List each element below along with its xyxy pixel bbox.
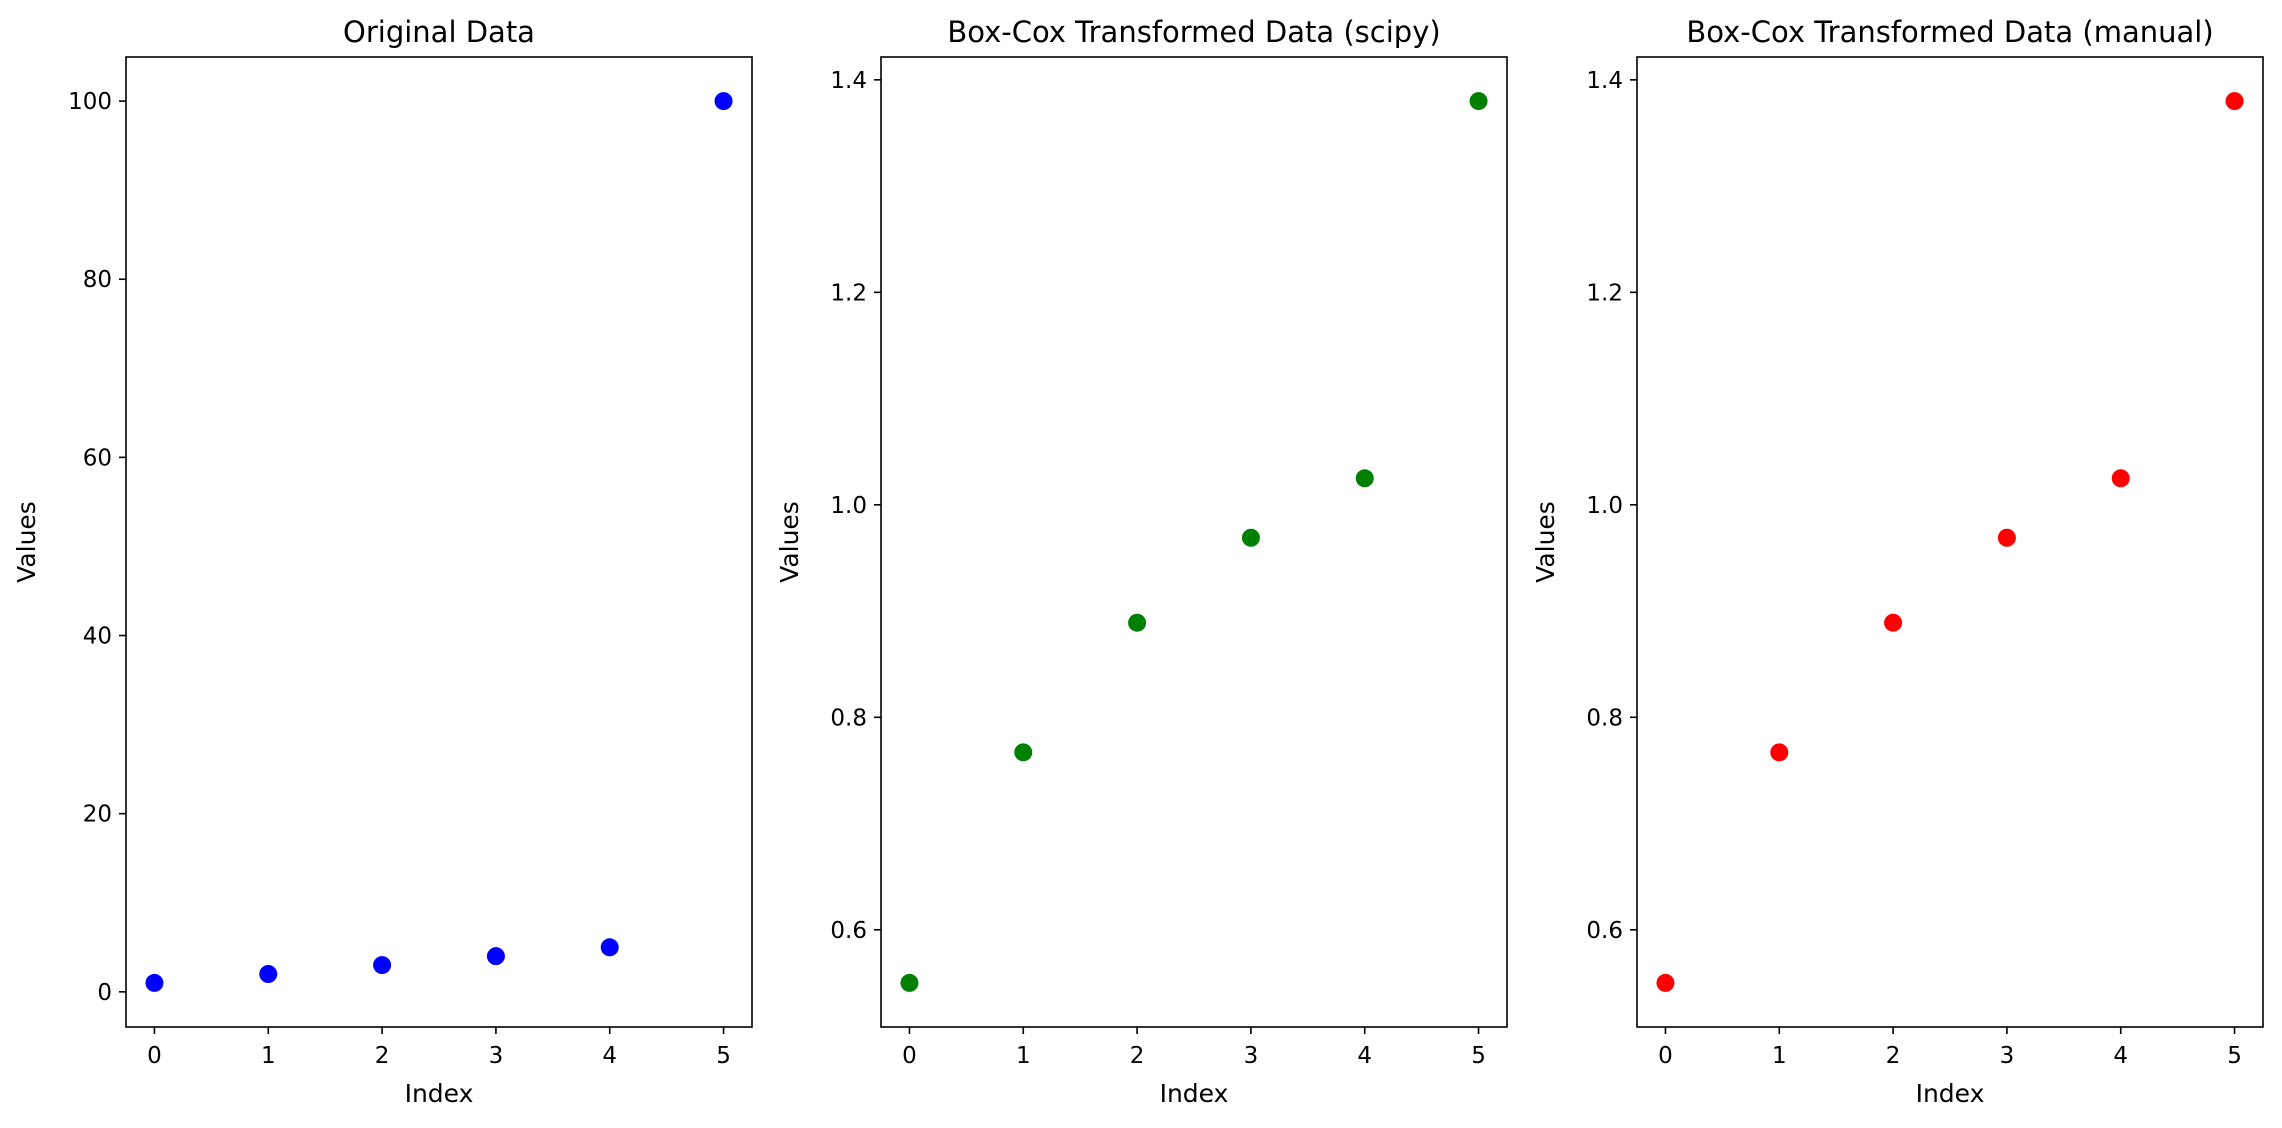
data-point: [1241, 528, 1260, 547]
x-tick-label: 2: [1886, 1043, 1901, 1069]
data-point: [1014, 743, 1033, 762]
x-tick-label: 4: [602, 1043, 617, 1069]
axes-frame: [1636, 56, 2264, 1028]
y-tick-label: 20: [83, 802, 112, 828]
chart-title: Original Data: [343, 15, 535, 49]
y-axis-label: Values: [775, 501, 804, 583]
y-tick-label: 40: [83, 624, 112, 650]
y-tick-label: 80: [83, 267, 112, 293]
chart-panel-2: Box-Cox Transformed Data (scipy) 0 1 2 3 4 5 0.…: [775, 15, 1508, 1108]
x-tick-label: 4: [2113, 1043, 2128, 1069]
x-axis-label: Index: [405, 1079, 474, 1108]
data-point: [1656, 973, 1675, 992]
x-tick-label: 0: [1658, 1043, 1673, 1069]
y-tick-label: 0: [97, 980, 112, 1006]
data-point: [1469, 92, 1488, 111]
y-tick-label: 1.2: [1586, 280, 1623, 306]
data-point: [259, 965, 278, 984]
data-point: [2111, 469, 2130, 488]
x-tick-label: 3: [2000, 1043, 2015, 1069]
data-point: [1884, 613, 1903, 632]
data-point: [1997, 528, 2016, 547]
y-tick-label: 60: [83, 445, 112, 471]
y-tick-label: 0.6: [830, 918, 867, 944]
x-tick-label: 0: [147, 1043, 162, 1069]
y-tick-label: 1.0: [1586, 493, 1623, 519]
y-tick-label: 1.2: [830, 280, 867, 306]
x-tick-label: 1: [1016, 1043, 1031, 1069]
x-tick-label: 3: [1244, 1043, 1259, 1069]
data-point: [145, 973, 164, 992]
chart-title: Box-Cox Transformed Data (scipy): [947, 15, 1440, 49]
axes-frame: [125, 56, 753, 1028]
x-tick-label: 2: [1130, 1043, 1145, 1069]
x-tick-label: 5: [2227, 1043, 2242, 1069]
data-point: [1355, 469, 1374, 488]
chart-panel-3: Box-Cox Transformed Data (manual) 0 1 2 3 4 5 0…: [1531, 15, 2264, 1108]
x-axis-label: Index: [1916, 1079, 1985, 1108]
x-tick-label: 2: [375, 1043, 390, 1069]
data-point: [600, 938, 619, 957]
axes-frame: [880, 56, 1508, 1028]
x-tick-label: 1: [1772, 1043, 1787, 1069]
y-tick-label: 0.8: [830, 705, 867, 731]
x-tick-label: 5: [716, 1043, 731, 1069]
x-tick-label: 1: [261, 1043, 276, 1069]
x-tick-label: 0: [902, 1043, 917, 1069]
data-point: [486, 947, 505, 966]
chart-title: Box-Cox Transformed Data (manual): [1686, 15, 2213, 49]
data-point: [2225, 92, 2244, 111]
data-point: [373, 956, 392, 975]
y-tick-label: 0.6: [1586, 918, 1623, 944]
y-tick-label: 1.4: [1586, 68, 1623, 94]
y-axis-label: Values: [1531, 501, 1560, 583]
x-tick-label: 5: [1471, 1043, 1486, 1069]
chart-panel-1: Original Data 0 1 2 3 4 5 0 20 40 60 80 100 Index Valu…: [12, 15, 753, 1108]
y-tick-label: 1.4: [830, 68, 867, 94]
x-tick-label: 4: [1357, 1043, 1372, 1069]
data-point: [1128, 613, 1147, 632]
y-tick-label: 100: [68, 89, 112, 115]
data-point: [1770, 743, 1789, 762]
x-axis-label: Index: [1160, 1079, 1229, 1108]
data-point: [714, 92, 733, 111]
y-tick-label: 1.0: [830, 493, 867, 519]
y-tick-label: 0.8: [1586, 705, 1623, 731]
x-tick-label: 3: [489, 1043, 504, 1069]
data-point: [900, 973, 919, 992]
y-axis-label: Values: [12, 501, 41, 583]
